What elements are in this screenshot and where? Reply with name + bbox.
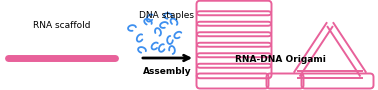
Text: DNA staples: DNA staples — [139, 11, 195, 20]
Text: Assembly: Assembly — [143, 68, 191, 76]
Text: RNA-DNA Origami: RNA-DNA Origami — [235, 56, 325, 65]
Text: RNA scaffold: RNA scaffold — [33, 21, 91, 30]
